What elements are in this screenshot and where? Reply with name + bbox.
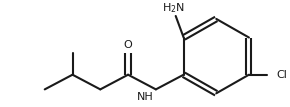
Text: O: O (124, 40, 133, 50)
Text: NH: NH (137, 92, 154, 102)
Text: Cl: Cl (277, 70, 288, 80)
Text: H$_2$N: H$_2$N (162, 1, 185, 15)
